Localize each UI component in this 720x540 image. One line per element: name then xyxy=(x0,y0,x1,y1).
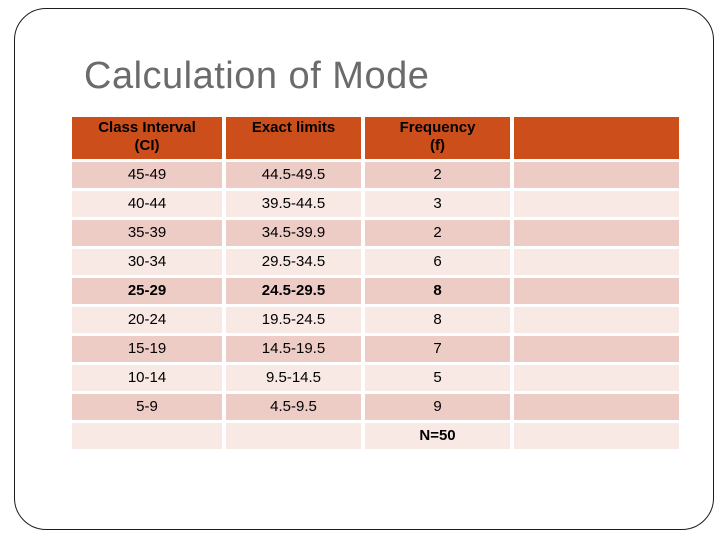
header-line2: (CI) xyxy=(134,137,160,154)
cell-exact-limits: 29.5-34.5 xyxy=(226,249,361,275)
cell-class-interval xyxy=(72,423,222,449)
cell-empty xyxy=(514,278,679,304)
cell-exact-limits: 24.5-29.5 xyxy=(226,278,361,304)
cell-exact-limits: 44.5-49.5 xyxy=(226,162,361,188)
cell-class-interval: 30-34 xyxy=(72,249,222,275)
cell-exact-limits: 39.5-44.5 xyxy=(226,191,361,217)
cell-empty xyxy=(514,394,679,420)
cell-exact-limits: 19.5-24.5 xyxy=(226,307,361,333)
cell-empty xyxy=(514,365,679,391)
header-line2: (f) xyxy=(430,137,445,154)
table-row: 45-49 44.5-49.5 2 xyxy=(72,162,679,188)
cell-class-interval: 35-39 xyxy=(72,220,222,246)
cell-frequency: 9 xyxy=(365,394,510,420)
table-row: 40-44 39.5-44.5 3 xyxy=(72,191,679,217)
header-cell-class-interval: Class Interval (CI) xyxy=(72,117,222,159)
cell-frequency: 8 xyxy=(365,278,510,304)
header-cell-frequency: Frequency (f) xyxy=(365,117,510,159)
cell-empty xyxy=(514,220,679,246)
table-row: 15-19 14.5-19.5 7 xyxy=(72,336,679,362)
header-line1: Class Interval xyxy=(98,119,196,136)
cell-empty xyxy=(514,249,679,275)
cell-empty xyxy=(514,307,679,333)
cell-empty xyxy=(514,191,679,217)
table-row: 5-9 4.5-9.5 9 xyxy=(72,394,679,420)
cell-class-interval: 10-14 xyxy=(72,365,222,391)
header-line1: Frequency xyxy=(399,119,476,136)
cell-frequency: 8 xyxy=(365,307,510,333)
cell-class-interval: 45-49 xyxy=(72,162,222,188)
cell-class-interval: 5-9 xyxy=(72,394,222,420)
header-line1: Exact limits xyxy=(251,119,336,136)
cell-frequency: 5 xyxy=(365,365,510,391)
header-cell-empty xyxy=(514,117,679,159)
cell-empty xyxy=(514,423,679,449)
cell-class-interval: 20-24 xyxy=(72,307,222,333)
header-cell-exact-limits: Exact limits xyxy=(226,117,361,159)
table-body: 45-49 44.5-49.5 2 40-44 39.5-44.5 3 35-3… xyxy=(72,162,679,449)
frequency-table: Class Interval (CI) Exact limits Frequen… xyxy=(68,114,683,452)
cell-frequency: 6 xyxy=(365,249,510,275)
cell-exact-limits: 34.5-39.9 xyxy=(226,220,361,246)
table-row-total: N=50 xyxy=(72,423,679,449)
cell-class-interval: 25-29 xyxy=(72,278,222,304)
cell-empty xyxy=(514,336,679,362)
cell-exact-limits: 14.5-19.5 xyxy=(226,336,361,362)
table-row-modal-class: 25-29 24.5-29.5 8 xyxy=(72,278,679,304)
cell-frequency: 2 xyxy=(365,220,510,246)
cell-empty xyxy=(514,162,679,188)
header-row: Class Interval (CI) Exact limits Frequen… xyxy=(72,117,679,159)
cell-exact-limits: 9.5-14.5 xyxy=(226,365,361,391)
cell-class-interval: 40-44 xyxy=(72,191,222,217)
table-row: 20-24 19.5-24.5 8 xyxy=(72,307,679,333)
table-row: 35-39 34.5-39.9 2 xyxy=(72,220,679,246)
cell-total: N=50 xyxy=(365,423,510,449)
slide-title: Calculation of Mode xyxy=(84,55,430,97)
table-row: 30-34 29.5-34.5 6 xyxy=(72,249,679,275)
cell-frequency: 7 xyxy=(365,336,510,362)
table-row: 10-14 9.5-14.5 5 xyxy=(72,365,679,391)
cell-frequency: 3 xyxy=(365,191,510,217)
cell-exact-limits: 4.5-9.5 xyxy=(226,394,361,420)
cell-frequency: 2 xyxy=(365,162,510,188)
cell-exact-limits xyxy=(226,423,361,449)
cell-class-interval: 15-19 xyxy=(72,336,222,362)
table-header: Class Interval (CI) Exact limits Frequen… xyxy=(72,117,679,159)
